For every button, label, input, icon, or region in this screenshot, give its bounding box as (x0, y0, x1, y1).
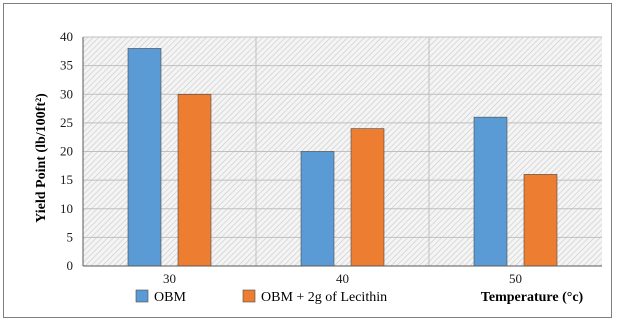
legend-swatch-obm-lecithin (242, 289, 256, 303)
y-tick-label: 5 (67, 229, 74, 244)
axes (82, 37, 602, 267)
bar-obm-50 (473, 116, 508, 267)
bar-obm-30 (127, 48, 162, 267)
y-tick-label: 15 (60, 172, 73, 187)
gridlines (83, 36, 602, 266)
bar-obm-lecithin-30 (177, 93, 212, 267)
bar-obm-40 (300, 151, 335, 267)
y-tick-label: 10 (60, 201, 73, 216)
y-axis-title: Yield Point (lb/100ft²) (34, 93, 49, 223)
y-tick-label: 40 (60, 29, 73, 44)
bar-obm-lecithin-50 (523, 174, 558, 267)
legend-label-obm: OBM (154, 290, 186, 305)
tick-labels: 0 5 10 15 20 25 30 35 40 30 40 50 (60, 29, 522, 286)
legend-swatch-obm (135, 289, 149, 303)
bars (127, 48, 558, 267)
y-tick-label: 35 (60, 58, 73, 73)
y-tick-label: 25 (60, 115, 73, 130)
x-tick-label: 50 (509, 271, 522, 286)
legend-label-obm-lecithin: OBM + 2g of Lecithin (261, 290, 387, 305)
y-tick-label: 20 (60, 144, 73, 159)
y-tick-label: 0 (67, 258, 74, 273)
x-tick-label: 30 (163, 271, 176, 286)
bar-obm-lecithin-40 (350, 128, 385, 267)
y-tick-label: 30 (60, 86, 73, 101)
x-tick-label: 40 (336, 271, 349, 286)
x-axis-title: Temperature (°c) (481, 290, 584, 305)
legend: OBM OBM + 2g of Lecithin (135, 289, 387, 305)
